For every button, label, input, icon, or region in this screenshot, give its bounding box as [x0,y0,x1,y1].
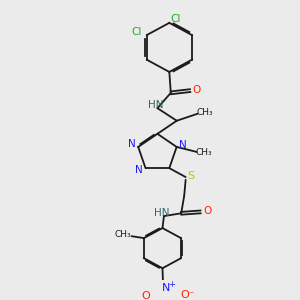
Text: CH₃: CH₃ [197,108,213,117]
Text: HN: HN [154,208,169,218]
Text: O⁻: O⁻ [180,290,195,300]
Text: N: N [179,140,187,150]
Text: N: N [128,139,136,149]
Text: Cl: Cl [131,27,142,37]
Text: N: N [162,283,170,293]
Text: S: S [188,171,195,181]
Text: O: O [203,206,211,216]
Text: +: + [168,280,175,290]
Text: CH₃: CH₃ [196,148,213,157]
Text: N: N [135,165,143,176]
Text: Cl: Cl [171,14,181,24]
Text: O: O [142,291,150,300]
Text: O: O [193,85,201,95]
Text: HN: HN [148,100,164,110]
Text: CH₃: CH₃ [115,230,131,239]
